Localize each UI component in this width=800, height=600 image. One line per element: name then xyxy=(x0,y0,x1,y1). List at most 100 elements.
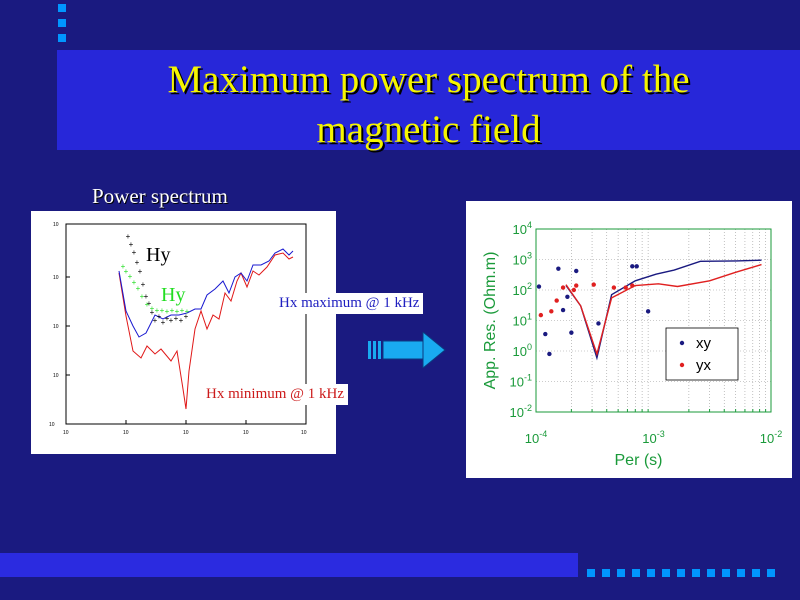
svg-text:+: + xyxy=(179,316,184,325)
bottom-decor-square xyxy=(752,569,760,577)
data-point-yx xyxy=(538,312,544,318)
hy-green-label: Hy xyxy=(161,284,186,306)
svg-text:+: + xyxy=(132,278,137,287)
apparent-resistivity-chart: 104 103 102 101 100 10-1 10-2 10-4 10-3 10-2 Per (… xyxy=(482,220,782,469)
bottom-decor-square xyxy=(662,569,670,577)
y-tick-label: 100 xyxy=(513,342,532,359)
data-point-xy xyxy=(630,264,635,269)
data-point-xy xyxy=(565,294,570,299)
svg-text:+: + xyxy=(135,258,140,267)
x-tick-label: 10-3 xyxy=(642,429,664,446)
bottom-decor-square xyxy=(617,569,625,577)
y-tick-label: 102 xyxy=(513,281,532,298)
svg-text:+: + xyxy=(136,284,141,293)
bottom-decor-square xyxy=(707,569,715,577)
svg-text:+: + xyxy=(161,318,166,327)
data-point-xy xyxy=(574,268,579,274)
hy-black-label: Hy xyxy=(146,244,171,266)
legend-label-xy: xy xyxy=(696,335,712,352)
svg-text:10: 10 xyxy=(301,430,307,436)
y-tick-label: 103 xyxy=(513,251,532,268)
bottom-decor-square xyxy=(602,569,610,577)
svg-text:+: + xyxy=(184,312,189,321)
svg-text:+: + xyxy=(175,307,180,316)
svg-text:+: + xyxy=(150,308,155,317)
svg-text:+: + xyxy=(128,272,133,281)
svg-text:+: + xyxy=(165,314,170,323)
data-point-xy xyxy=(596,321,601,326)
bottom-decor-square xyxy=(722,569,730,577)
hx-maximum-callout: Hx maximum @ 1 kHz xyxy=(275,293,424,314)
data-point-yx xyxy=(571,287,577,293)
data-point-yx xyxy=(591,282,596,287)
decor-square-3 xyxy=(58,34,66,42)
svg-text:10: 10 xyxy=(123,430,129,436)
legend-label-yx: yx xyxy=(696,357,712,374)
power-spectrum-panel: 10 10 10 10 10 10 10 10 10 10 + + + + + + + + + + + + … xyxy=(31,211,336,454)
svg-text:10: 10 xyxy=(53,275,59,281)
data-point-yx xyxy=(611,285,617,290)
svg-text:+: + xyxy=(141,280,146,289)
series-line-yx xyxy=(565,263,762,357)
svg-text:+: + xyxy=(153,316,158,325)
bottom-decor-square xyxy=(632,569,640,577)
data-point-yx xyxy=(630,283,635,288)
svg-text:10: 10 xyxy=(63,430,69,436)
legend-box xyxy=(665,327,739,381)
data-point-xy xyxy=(645,309,651,314)
x-axis-label: Per (s) xyxy=(615,452,663,469)
svg-text:+: + xyxy=(138,267,143,276)
decor-square-1 xyxy=(58,4,66,12)
data-point-xy xyxy=(547,351,552,357)
title-line-2: magnetic field xyxy=(316,108,541,151)
svg-text:+: + xyxy=(129,240,134,249)
svg-text:+: + xyxy=(170,306,175,315)
decor-square-2 xyxy=(58,19,66,27)
hx-minimum-callout: Hx minimum @ 1 kHz xyxy=(202,384,348,405)
svg-text:10: 10 xyxy=(53,324,59,330)
svg-text:+: + xyxy=(124,267,129,276)
svg-text:+: + xyxy=(147,299,152,308)
power-spectrum-caption: Power spectrum xyxy=(92,184,228,208)
svg-text:10: 10 xyxy=(183,430,189,436)
svg-text:+: + xyxy=(150,304,155,313)
svg-text:+: + xyxy=(180,306,185,315)
data-point-xy xyxy=(560,307,566,313)
y-tick-label: 10-1 xyxy=(510,373,532,390)
svg-text:+: + xyxy=(185,307,190,316)
data-point-xy xyxy=(634,264,639,269)
svg-text:+: + xyxy=(145,300,150,309)
data-point-xy xyxy=(543,331,548,337)
svg-text:10: 10 xyxy=(53,222,59,228)
svg-text:+: + xyxy=(126,232,131,241)
plot-frame xyxy=(535,228,772,413)
data-point-xy xyxy=(569,330,574,335)
right-arrow-icon xyxy=(368,332,446,368)
y-tick-label: 104 xyxy=(513,220,532,237)
apparent-resistivity-panel: 104 103 102 101 100 10-1 10-2 10-4 10-3 10-2 Per (… xyxy=(466,201,792,478)
data-point-yx xyxy=(549,309,554,314)
y-tick-label: 10-2 xyxy=(510,403,532,420)
svg-text:+: + xyxy=(174,314,179,323)
legend-marker-yx xyxy=(679,362,685,368)
bottom-decor-square xyxy=(587,569,595,577)
data-point-yx xyxy=(554,298,559,303)
data-point-yx xyxy=(560,285,566,290)
svg-text:+: + xyxy=(157,312,162,321)
data-point-yx xyxy=(574,283,579,288)
title-band xyxy=(57,50,800,150)
slide-title: Maximum power spectrum of the magnetic f… xyxy=(57,55,800,155)
svg-text:+: + xyxy=(169,316,174,325)
svg-text:+: + xyxy=(155,306,160,315)
bottom-decor-square xyxy=(647,569,655,577)
svg-text:+: + xyxy=(132,248,137,257)
y-axis-label: App. Res. (Ohm.m) xyxy=(482,252,499,390)
x-tick-label: 10-4 xyxy=(525,429,547,446)
data-point-yx xyxy=(623,285,628,290)
svg-text:10: 10 xyxy=(243,430,249,436)
title-line-1: Maximum power spectrum of the xyxy=(167,58,690,101)
y-tick-label: 101 xyxy=(513,312,532,329)
svg-text:10: 10 xyxy=(53,373,59,379)
data-point-xy xyxy=(536,284,542,289)
